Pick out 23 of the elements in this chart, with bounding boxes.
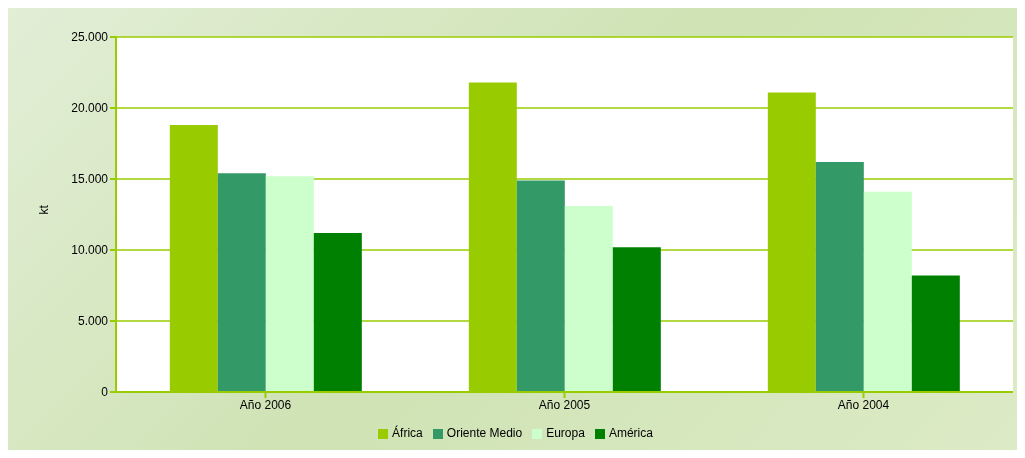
y-tick-label: 0 <box>101 385 109 400</box>
legend-label: América <box>608 426 653 440</box>
legend-label: Europa <box>546 426 585 440</box>
x-tick-label: Año 2005 <box>538 397 591 412</box>
y-tick-label: 20.000 <box>71 101 109 116</box>
y-tick-label: 5.000 <box>77 314 109 329</box>
bar <box>815 161 864 392</box>
legend-label: Oriente Medio <box>446 426 523 440</box>
x-tick-label: Año 2004 <box>837 397 890 412</box>
legend-label: África <box>392 426 423 440</box>
x-tick-label: Año 2006 <box>239 397 292 412</box>
bar <box>265 176 314 392</box>
bar <box>612 247 661 392</box>
bar <box>217 173 266 392</box>
y-tick-label: 25.000 <box>71 30 109 45</box>
y-axis-title: kt <box>37 204 52 215</box>
bar <box>911 275 960 392</box>
y-tick-label: 15.000 <box>71 172 109 187</box>
bar <box>516 180 565 392</box>
bar <box>863 191 912 392</box>
bar <box>313 232 362 392</box>
y-tick-label: 10.000 <box>71 243 109 258</box>
bar <box>564 205 613 392</box>
